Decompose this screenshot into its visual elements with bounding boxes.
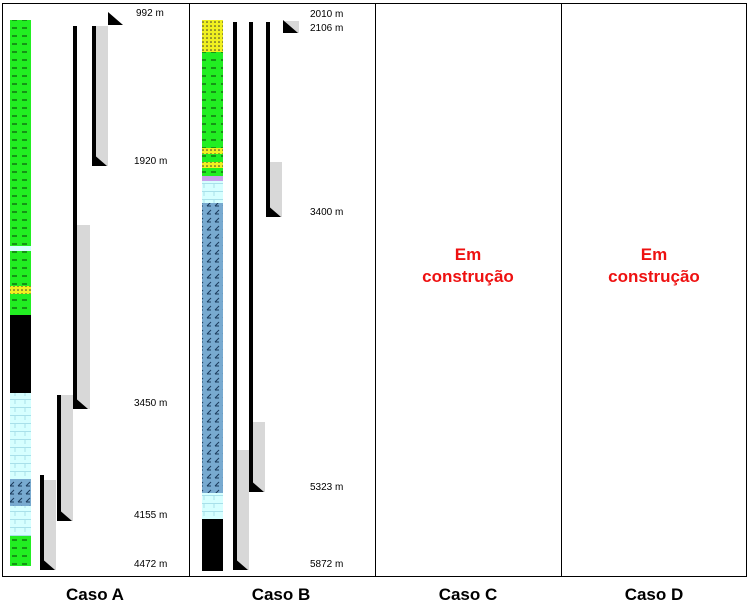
shale-layer xyxy=(10,20,31,246)
carbonate-layer xyxy=(202,203,223,493)
construction-line-1: Em xyxy=(454,245,482,264)
depth-label: 2010 m xyxy=(310,9,343,20)
carbonate-layer xyxy=(10,479,31,506)
casing-string xyxy=(233,22,249,570)
depth-label: 2106 m xyxy=(310,23,343,34)
depth-label: 3400 m xyxy=(310,207,343,218)
shale-layer xyxy=(10,536,31,566)
anhydrite-layer xyxy=(10,506,31,536)
anhydrite-layer xyxy=(10,246,31,251)
sand-layer xyxy=(202,148,223,154)
panel-divider xyxy=(561,4,562,576)
construction-notice-caso-d: Em construção xyxy=(561,244,747,288)
panel-divider xyxy=(375,4,376,576)
casing-string xyxy=(57,395,73,521)
anhydrite-layer xyxy=(202,181,223,203)
case-label-a: Caso A xyxy=(66,585,124,604)
sand-layer xyxy=(10,286,31,294)
shale-layer xyxy=(10,251,31,286)
shale-layer xyxy=(202,168,223,176)
casing-string xyxy=(40,475,56,570)
casing-string xyxy=(266,22,282,217)
shale-layer xyxy=(202,154,223,162)
case-label-d: Caso D xyxy=(624,585,684,604)
case-label-c: Caso C xyxy=(438,585,498,604)
salt-layer xyxy=(10,315,31,393)
well-schematic-caso-a: 992 m 1920 m 3450 m 4155 m 4472 m xyxy=(10,8,167,570)
construction-line-2: construção xyxy=(608,267,700,286)
depth-label: 3450 m xyxy=(134,398,167,409)
sand-layer xyxy=(202,162,223,168)
sand-layer xyxy=(202,20,223,52)
marl-layer xyxy=(202,176,223,181)
casing-string xyxy=(92,26,108,166)
construction-line-2: construção xyxy=(422,267,514,286)
casing-string xyxy=(108,12,123,25)
construction-line-1: Em xyxy=(640,245,668,264)
depth-label: 1920 m xyxy=(134,156,167,167)
depth-label: 4472 m xyxy=(134,559,167,570)
depth-label: 5323 m xyxy=(310,482,343,493)
depth-label: 4155 m xyxy=(134,510,167,521)
shale-layer xyxy=(10,294,31,315)
well-schematic-caso-b: 2010 m 2106 m 3400 m 5323 m 5872 m xyxy=(202,9,343,571)
casing-string xyxy=(283,20,299,33)
anhydrite-layer xyxy=(10,393,31,479)
depth-label: 992 m xyxy=(136,8,164,19)
depth-label: 5872 m xyxy=(310,559,343,570)
anhydrite-layer xyxy=(202,493,223,519)
construction-notice-caso-c: Em construção xyxy=(375,244,561,288)
case-label-b: Caso B xyxy=(251,585,311,604)
panel-divider xyxy=(189,4,190,576)
casing-string xyxy=(249,22,265,492)
shale-layer xyxy=(202,52,223,148)
casing-string xyxy=(73,26,90,409)
well-diagram-frame xyxy=(2,3,747,577)
salt-layer xyxy=(202,519,223,571)
